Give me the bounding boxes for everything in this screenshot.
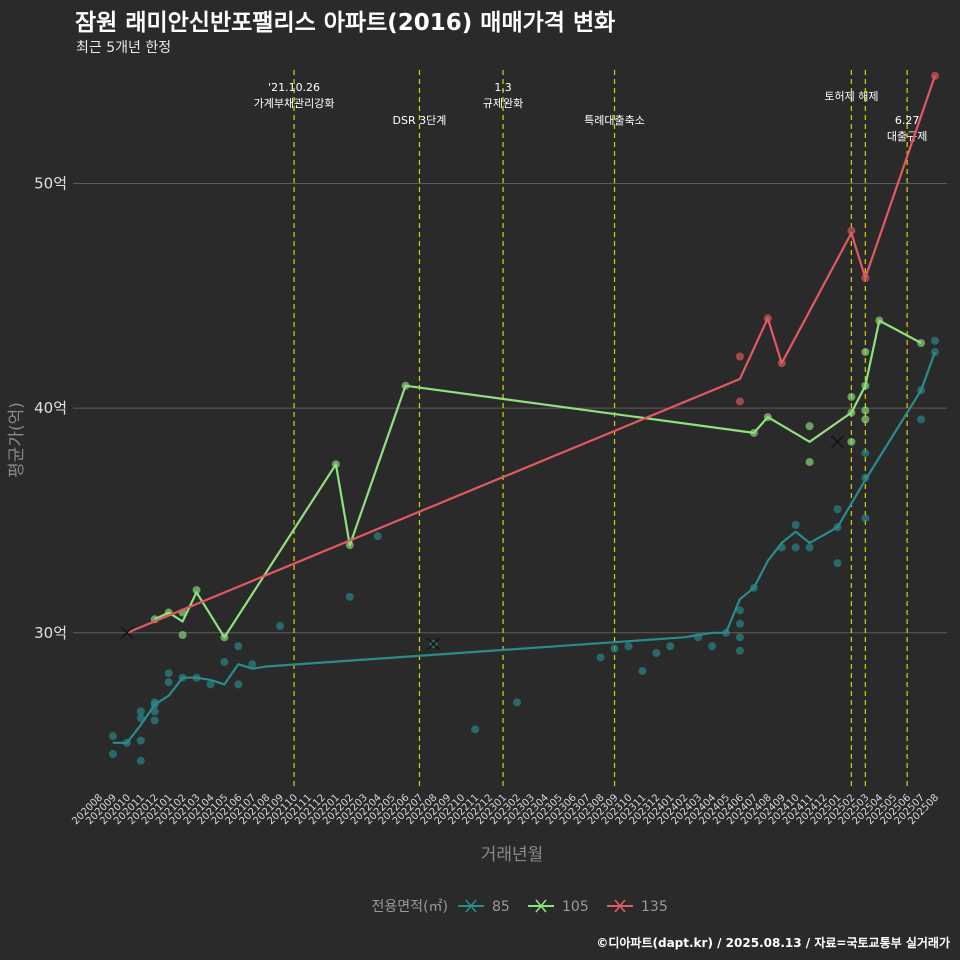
- y-tick-label: 40억: [34, 399, 67, 417]
- data-point: [861, 406, 870, 415]
- data-point: [150, 716, 159, 725]
- data-point: [805, 543, 814, 552]
- data-point: [276, 622, 285, 631]
- data-point: [513, 698, 521, 707]
- data-point: [206, 680, 215, 689]
- event-label: 1.3: [494, 81, 512, 94]
- x-marker: [426, 637, 440, 651]
- data-point: [136, 736, 145, 745]
- series-85: [108, 336, 939, 765]
- series-layer: [108, 71, 939, 765]
- y-tick-label: 30억: [34, 624, 67, 642]
- y-tick-labels: 30억 40억 50억: [34, 175, 67, 642]
- data-point: [833, 559, 842, 568]
- x-marker: [120, 626, 134, 640]
- series-105: [150, 316, 926, 642]
- legend-items: 85 105 135: [458, 899, 668, 915]
- x-marker: [830, 435, 844, 449]
- data-point: [735, 352, 744, 361]
- legend-item-135: 135: [607, 899, 668, 915]
- data-point: [735, 646, 744, 655]
- legend-label: 85: [492, 899, 510, 915]
- legend-swatch-x: [535, 899, 547, 913]
- data-point: [735, 397, 744, 406]
- series-line: [154, 319, 922, 639]
- data-point: [861, 514, 870, 523]
- data-point: [164, 669, 173, 678]
- data-point: [624, 642, 633, 651]
- source-caption: ©디아파트(dapt.kr) / 2025.08.13 / 자료=국토교통부 실…: [596, 935, 950, 950]
- data-point: [861, 415, 870, 424]
- data-point: [791, 520, 800, 529]
- legend: 전용면적(㎡) 85 105 135: [372, 899, 668, 915]
- x-tick-labels: 2020082020092020102020112020122021012021…: [70, 792, 941, 827]
- chart-title: 잠원 래미안신반포팰리스 아파트(2016) 매매가격 변화: [75, 10, 615, 36]
- data-point: [931, 336, 939, 345]
- data-point: [735, 633, 744, 642]
- chart-subtitle: 최근 5개년 한정: [76, 40, 171, 56]
- data-point: [164, 678, 173, 687]
- legend-title: 전용면적(㎡): [372, 899, 448, 915]
- data-point: [178, 631, 187, 640]
- data-point: [108, 750, 117, 759]
- data-point: [108, 732, 117, 741]
- data-point: [791, 543, 800, 552]
- data-point: [666, 642, 675, 651]
- event-label: 토허제 해제: [824, 89, 878, 103]
- data-point: [373, 532, 382, 541]
- data-point: [805, 422, 814, 431]
- event-label: 가계부채관리강화: [254, 97, 335, 110]
- data-point: [847, 226, 856, 235]
- y-tick-label: 50억: [34, 175, 67, 193]
- event-label: 규제완화: [483, 97, 523, 110]
- x-axis-label: 거래년월: [481, 845, 544, 865]
- data-point: [652, 648, 661, 657]
- legend-label: 135: [641, 899, 668, 915]
- y-axis-label: 평균가(억): [7, 402, 27, 478]
- event-label: 대출규제: [887, 130, 927, 143]
- data-point: [345, 592, 354, 601]
- data-point: [861, 449, 870, 458]
- data-point: [234, 642, 243, 651]
- data-point: [917, 415, 926, 424]
- data-point: [610, 644, 619, 653]
- data-point: [248, 660, 257, 669]
- data-point: [735, 619, 744, 628]
- data-point: [596, 653, 605, 662]
- data-point: [847, 392, 856, 401]
- data-point: [136, 756, 145, 765]
- event-label: DSR 3단계: [393, 114, 447, 127]
- data-point: [136, 707, 145, 716]
- data-point: [847, 437, 856, 446]
- gridlines: [73, 183, 947, 634]
- data-point: [735, 606, 744, 615]
- data-point: [234, 680, 243, 689]
- event-label: '21.10.26: [268, 81, 320, 94]
- legend-item-105: 105: [528, 899, 589, 915]
- legend-swatch-x: [465, 899, 477, 913]
- series-line: [126, 75, 937, 634]
- data-point: [220, 657, 229, 666]
- data-point: [805, 458, 814, 467]
- series-135: [120, 71, 939, 640]
- series-line: [112, 351, 937, 744]
- data-point: [638, 666, 647, 675]
- event-label: 6.27: [895, 114, 920, 127]
- legend-swatch-x: [614, 899, 626, 913]
- legend-label: 105: [562, 899, 589, 915]
- data-point: [708, 642, 717, 651]
- event-label: 특례대출축소: [584, 114, 645, 127]
- data-point: [833, 505, 842, 514]
- data-point: [192, 586, 201, 595]
- data-point: [861, 348, 870, 356]
- data-point: [471, 725, 480, 734]
- legend-item-85: 85: [458, 899, 510, 915]
